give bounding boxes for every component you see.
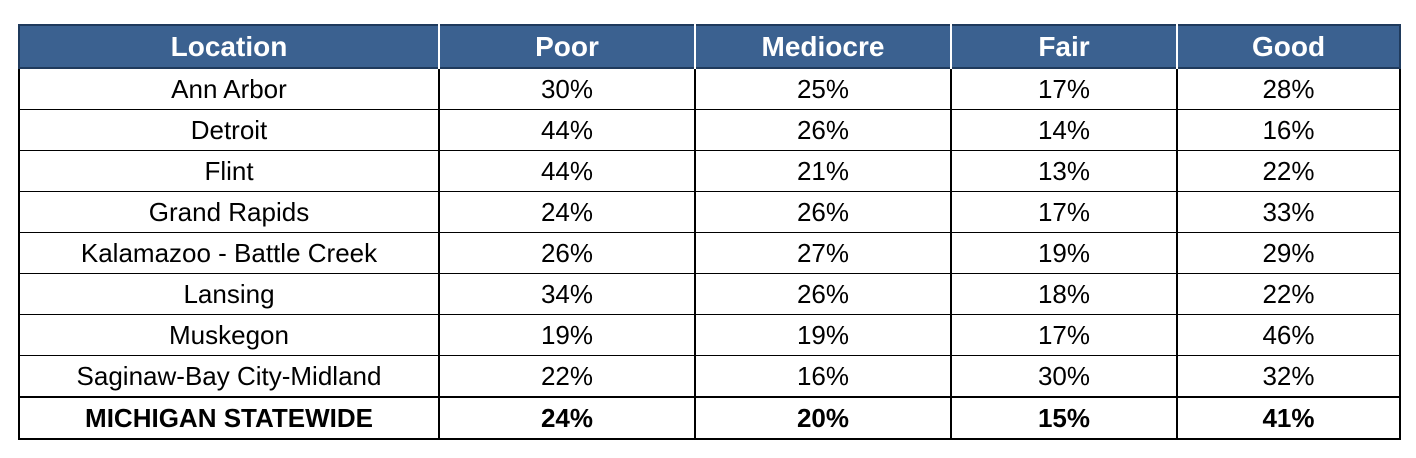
header-row: Location Poor Mediocre Fair Good bbox=[18, 24, 1401, 69]
cell-good: 32% bbox=[1176, 355, 1401, 398]
cell-mediocre: 25% bbox=[694, 67, 952, 110]
road-condition-table-container: Location Poor Mediocre Fair Good Ann Arb… bbox=[18, 24, 1401, 440]
cell-mediocre: 16% bbox=[694, 355, 952, 398]
total-location: MICHIGAN STATEWIDE bbox=[18, 396, 440, 440]
cell-fair: 30% bbox=[950, 355, 1178, 398]
road-condition-table: Location Poor Mediocre Fair Good Ann Arb… bbox=[18, 24, 1401, 440]
cell-location: Ann Arbor bbox=[18, 67, 440, 110]
cell-poor: 44% bbox=[438, 109, 696, 151]
cell-mediocre: 26% bbox=[694, 273, 952, 315]
cell-fair: 13% bbox=[950, 150, 1178, 192]
cell-poor: 34% bbox=[438, 273, 696, 315]
cell-good: 33% bbox=[1176, 191, 1401, 233]
table-row: Grand Rapids 24% 26% 17% 33% bbox=[18, 191, 1401, 233]
cell-poor: 22% bbox=[438, 355, 696, 398]
table-row: Kalamazoo - Battle Creek 26% 27% 19% 29% bbox=[18, 232, 1401, 274]
cell-fair: 17% bbox=[950, 191, 1178, 233]
cell-fair: 17% bbox=[950, 314, 1178, 356]
cell-poor: 24% bbox=[438, 191, 696, 233]
total-mediocre: 20% bbox=[694, 396, 952, 440]
cell-fair: 17% bbox=[950, 67, 1178, 110]
table-row: Detroit 44% 26% 14% 16% bbox=[18, 109, 1401, 151]
total-poor: 24% bbox=[438, 396, 696, 440]
table-row: Muskegon 19% 19% 17% 46% bbox=[18, 314, 1401, 356]
cell-location: Flint bbox=[18, 150, 440, 192]
cell-location: Grand Rapids bbox=[18, 191, 440, 233]
cell-mediocre: 26% bbox=[694, 109, 952, 151]
table-row: Saginaw-Bay City-Midland 22% 16% 30% 32% bbox=[18, 355, 1401, 398]
header-fair: Fair bbox=[950, 24, 1178, 69]
total-row: MICHIGAN STATEWIDE 24% 20% 15% 41% bbox=[18, 396, 1401, 440]
cell-mediocre: 19% bbox=[694, 314, 952, 356]
table-body: Ann Arbor 30% 25% 17% 28% Detroit 44% 26… bbox=[18, 67, 1401, 440]
table-row: Lansing 34% 26% 18% 22% bbox=[18, 273, 1401, 315]
cell-location: Kalamazoo - Battle Creek bbox=[18, 232, 440, 274]
cell-location: Lansing bbox=[18, 273, 440, 315]
cell-location: Saginaw-Bay City-Midland bbox=[18, 355, 440, 398]
header-mediocre: Mediocre bbox=[694, 24, 952, 69]
header-good: Good bbox=[1176, 24, 1401, 69]
cell-good: 46% bbox=[1176, 314, 1401, 356]
header-location: Location bbox=[18, 24, 440, 69]
cell-good: 22% bbox=[1176, 150, 1401, 192]
cell-good: 28% bbox=[1176, 67, 1401, 110]
cell-poor: 26% bbox=[438, 232, 696, 274]
total-good: 41% bbox=[1176, 396, 1401, 440]
cell-mediocre: 27% bbox=[694, 232, 952, 274]
cell-good: 16% bbox=[1176, 109, 1401, 151]
cell-poor: 19% bbox=[438, 314, 696, 356]
cell-fair: 18% bbox=[950, 273, 1178, 315]
cell-fair: 19% bbox=[950, 232, 1178, 274]
header-poor: Poor bbox=[438, 24, 696, 69]
cell-location: Muskegon bbox=[18, 314, 440, 356]
cell-poor: 44% bbox=[438, 150, 696, 192]
cell-good: 22% bbox=[1176, 273, 1401, 315]
cell-poor: 30% bbox=[438, 67, 696, 110]
cell-mediocre: 26% bbox=[694, 191, 952, 233]
table-row: Ann Arbor 30% 25% 17% 28% bbox=[18, 67, 1401, 110]
table-row: Flint 44% 21% 13% 22% bbox=[18, 150, 1401, 192]
table-header: Location Poor Mediocre Fair Good bbox=[18, 24, 1401, 69]
cell-mediocre: 21% bbox=[694, 150, 952, 192]
cell-fair: 14% bbox=[950, 109, 1178, 151]
total-fair: 15% bbox=[950, 396, 1178, 440]
cell-good: 29% bbox=[1176, 232, 1401, 274]
cell-location: Detroit bbox=[18, 109, 440, 151]
